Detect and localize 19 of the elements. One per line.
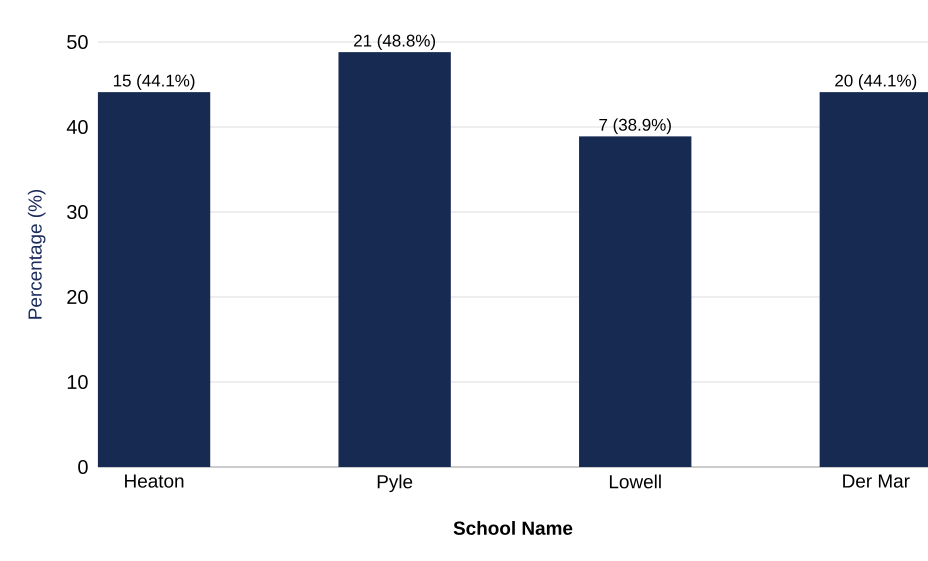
y-tick-label: 50: [67, 34, 88, 50]
y-tick-label: 20: [67, 290, 88, 304]
x-axis-title: School Name: [454, 520, 572, 535]
data-label: 15 (44.1%): [114, 74, 194, 90]
y-tick-label: 0: [78, 460, 88, 474]
data-label: 20 (44.1%): [835, 74, 916, 90]
y-tick-label: 10: [68, 374, 88, 390]
y-axis-title: Percentage (%): [28, 190, 46, 319]
data-label: 7 (38.9%): [599, 118, 671, 134]
y-tick-label: 40: [66, 120, 88, 134]
x-tick-label: Heaton: [125, 474, 184, 488]
x-tick-label: Der Mar: [843, 474, 910, 488]
y-tick-label: 30: [67, 204, 88, 220]
x-tick-label: Lowell: [610, 474, 661, 488]
x-tick-label: Pyle: [378, 474, 412, 492]
bar: [98, 92, 210, 467]
bar: [579, 136, 692, 467]
bar: [338, 52, 451, 467]
data-label: 21 (48.8%): [354, 34, 435, 50]
